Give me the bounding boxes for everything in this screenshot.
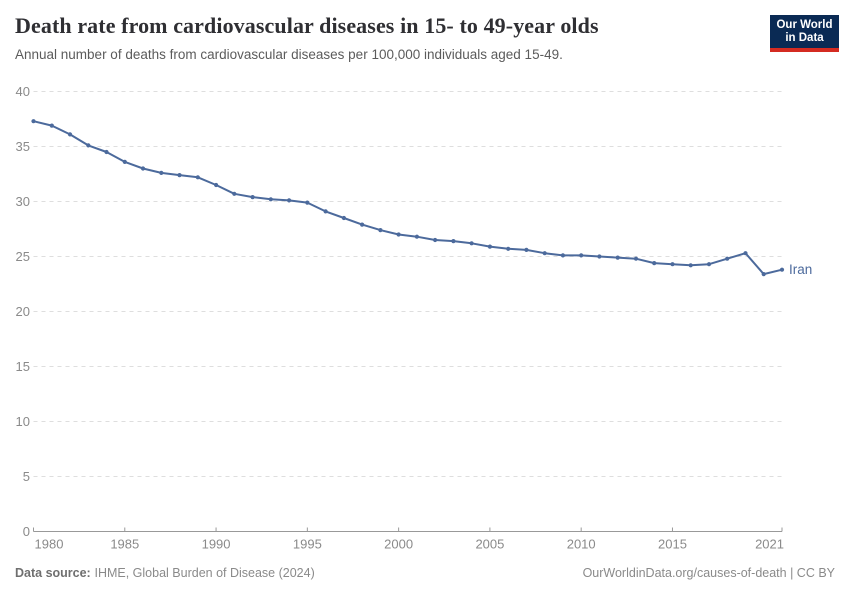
data-point-marker <box>579 253 584 258</box>
owid-logo: Our World in Data <box>770 15 839 52</box>
data-point-marker <box>195 175 200 180</box>
data-point-marker <box>159 170 164 175</box>
logo-line-1: Our World <box>776 19 833 31</box>
data-point-marker <box>214 182 219 188</box>
x-tick-label: 1995 <box>293 537 322 552</box>
data-point-marker <box>761 272 766 277</box>
y-tick-label: 15 <box>16 359 30 374</box>
series-end-label: Iran <box>789 262 812 277</box>
data-point-marker <box>524 247 529 252</box>
x-tick-label: 2000 <box>384 537 413 552</box>
data-point-marker <box>542 251 547 256</box>
y-tick-label: 25 <box>16 249 30 264</box>
data-point-marker <box>743 251 748 256</box>
data-source-text: IHME, Global Burden of Disease (2024) <box>94 566 315 580</box>
series-line <box>32 120 783 276</box>
y-tick-label: 0 <box>23 524 30 539</box>
data-point-marker <box>268 197 273 202</box>
chart-subtitle: Annual number of deaths from cardiovascu… <box>15 47 563 62</box>
credit-link[interactable]: OurWorldinData.org/causes-of-death | CC … <box>582 566 835 580</box>
data-point-marker <box>597 254 602 259</box>
data-point-marker <box>396 232 401 237</box>
x-tick-label: 2005 <box>475 537 504 552</box>
data-point-marker <box>250 195 255 200</box>
data-point-marker <box>633 256 639 261</box>
data-point-marker <box>49 123 54 128</box>
data-point-marker <box>469 241 474 246</box>
y-tick-label: 20 <box>16 304 30 319</box>
data-point-marker <box>414 234 419 239</box>
chart-header: Death rate from cardiovascular diseases … <box>15 12 755 63</box>
y-tick-label: 35 <box>16 139 30 154</box>
data-point-marker <box>615 255 620 260</box>
y-tick-label: 10 <box>16 414 30 429</box>
page-title: Death rate from cardiovascular diseases … <box>15 13 599 38</box>
data-point-marker <box>652 261 657 266</box>
data-point-marker <box>67 132 73 137</box>
y-tick-label: 30 <box>16 194 30 209</box>
data-point-marker <box>560 253 566 258</box>
data-point-marker <box>670 262 675 267</box>
data-point-marker <box>725 256 730 261</box>
data-point-marker <box>433 237 438 243</box>
y-tick-label: 40 <box>16 84 30 99</box>
data-point-marker <box>323 209 328 214</box>
data-point-marker <box>287 198 292 203</box>
x-tick-label: 2021 <box>755 537 784 552</box>
x-tick-label: 1985 <box>110 537 139 552</box>
data-point-marker <box>140 166 146 171</box>
data-point-marker <box>31 119 36 124</box>
data-source-label: Data source: <box>15 566 91 580</box>
data-point-marker <box>360 222 365 227</box>
data-point-marker <box>706 262 712 267</box>
data-point-marker <box>506 246 511 251</box>
y-tick-label: 5 <box>23 469 30 484</box>
data-point-marker <box>104 149 109 155</box>
data-source-line: Data source: IHME, Global Burden of Disea… <box>15 566 315 580</box>
x-tick-label: 2015 <box>658 537 687 552</box>
data-point-marker <box>232 191 237 196</box>
data-point-marker <box>378 228 383 233</box>
data-point-marker <box>341 215 346 221</box>
data-point-marker <box>487 244 492 249</box>
data-point-marker <box>779 267 785 272</box>
data-point-marker <box>688 263 693 268</box>
chart-footer: Data source: IHME, Global Burden of Disea… <box>15 566 835 580</box>
data-point-marker <box>305 200 310 205</box>
data-point-marker <box>177 173 182 178</box>
x-tick-label: 1990 <box>202 537 231 552</box>
data-point-marker <box>86 143 91 148</box>
x-tick-label: 2010 <box>567 537 596 552</box>
data-point-marker <box>122 159 127 164</box>
data-point-marker <box>451 239 456 244</box>
logo-line-2: in Data <box>785 32 824 44</box>
x-tick-label: 1980 <box>35 537 64 552</box>
